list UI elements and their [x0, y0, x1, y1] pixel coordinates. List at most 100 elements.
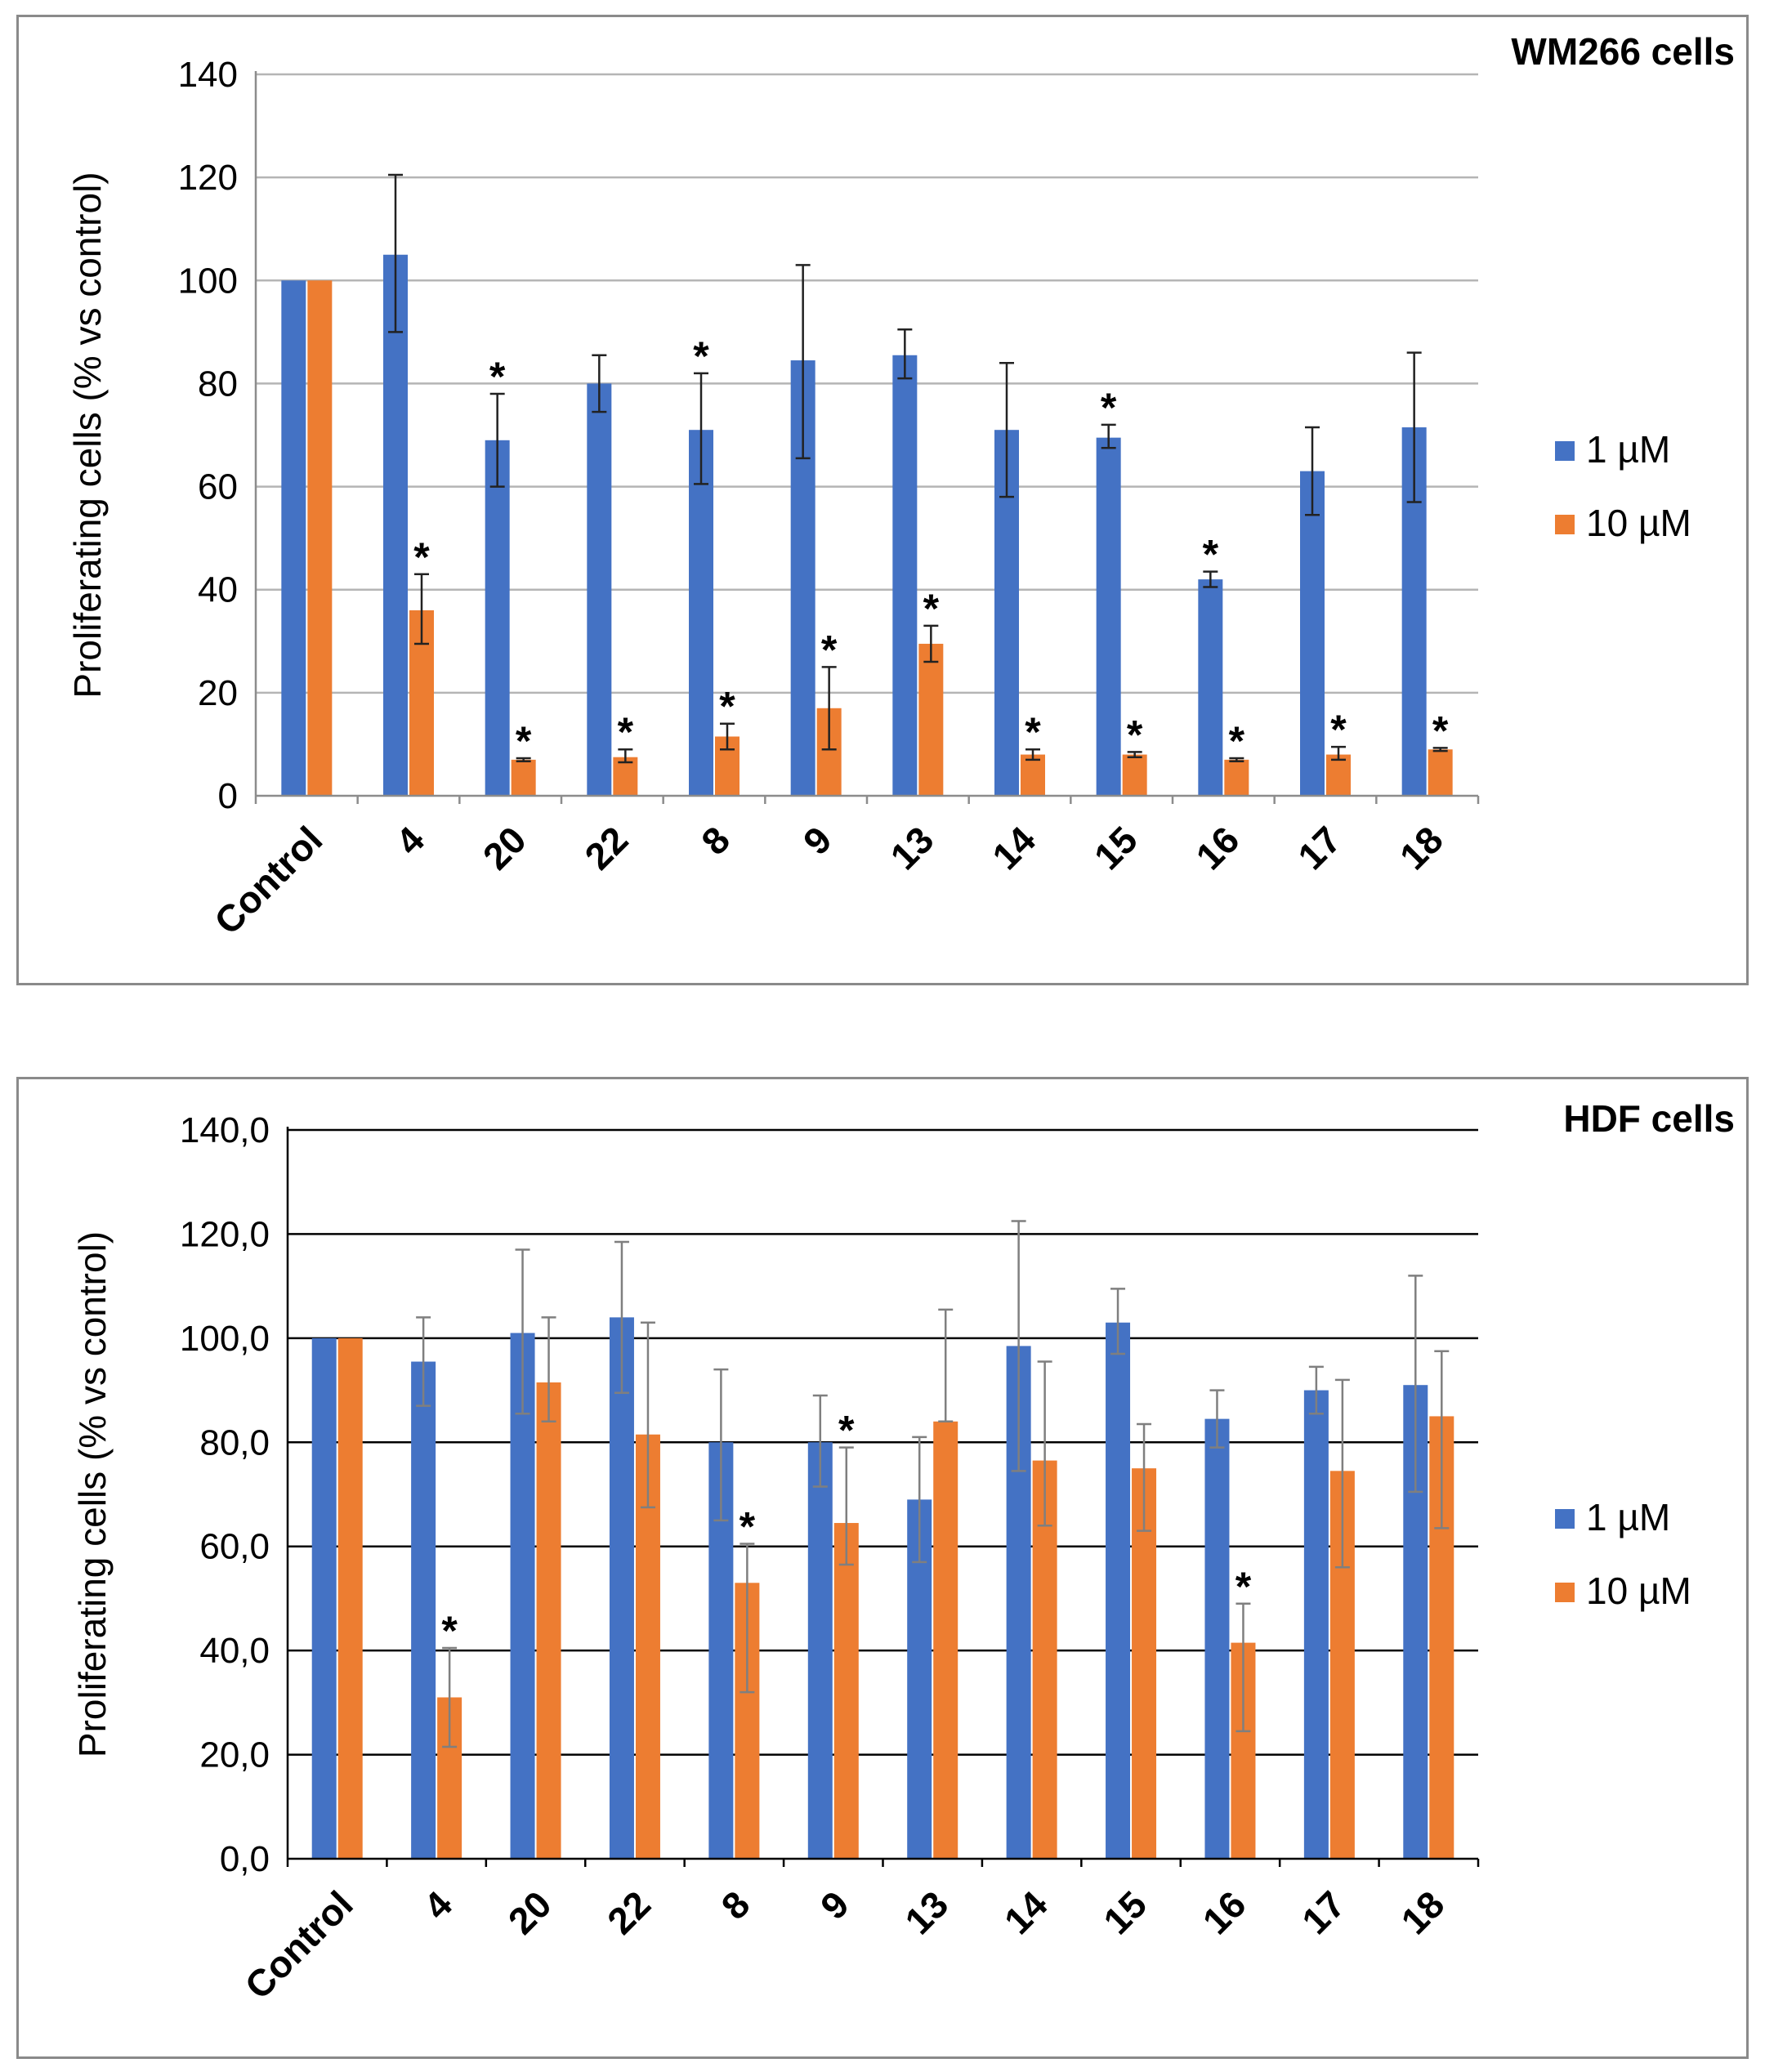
hdf-bar-10um-9 [833, 1523, 859, 1859]
hdf-y-tick-label: 120,0 [180, 1214, 270, 1254]
wm266-x-category-label: 16 [1187, 818, 1247, 877]
hdf-significance-marker: * [1236, 1564, 1252, 1610]
wm266-significance-marker: * [821, 627, 838, 672]
wm266-bar-10um-22 [613, 757, 638, 796]
hdf-x-category-label: 4 [415, 1882, 460, 1927]
hdf-legend-swatch-10um [1555, 1583, 1575, 1602]
wm266-legend-label-10um: 10 µM [1586, 502, 1691, 544]
wm266-significance-marker: * [1432, 708, 1449, 753]
wm266-significance-marker: * [1127, 712, 1143, 757]
wm266-significance-marker: * [1330, 707, 1347, 752]
wm266-bar-1um-13 [892, 355, 918, 797]
hdf-y-tick-label: 100,0 [180, 1319, 270, 1359]
hdf-y-tick-label: 20,0 [199, 1735, 270, 1775]
hdf-legend-swatch-1um [1555, 1509, 1575, 1529]
hdf-y-tick-label: 80,0 [199, 1422, 270, 1462]
wm266-x-category-label: 15 [1086, 818, 1146, 877]
wm266-bar-10um-20 [511, 759, 536, 796]
wm266-significance-marker: * [516, 718, 532, 764]
wm266-chart-title: WM266 cells [1511, 30, 1735, 73]
hdf-x-category-label: 22 [599, 1882, 659, 1942]
hdf-legend-label-10um: 10 µM [1586, 1570, 1691, 1612]
wm266-legend-label-1um: 1 µM [1586, 428, 1670, 471]
wm266-y-tick-label: 40 [198, 570, 238, 610]
wm266-x-category-label: 13 [882, 818, 941, 877]
wm266-significance-marker: * [413, 534, 430, 580]
wm266-bar-10um-17 [1326, 754, 1351, 796]
wm266-chart-panel: WM266 cells 0 20 40 60 80 100 120 140 Proliferati… [16, 15, 1749, 985]
hdf-y-tick-label: 60,0 [199, 1527, 270, 1567]
hdf-bar-1um-control [311, 1337, 337, 1859]
wm266-bar-1um-17 [1300, 471, 1325, 796]
wm266-x-category-label: 18 [1392, 818, 1451, 877]
hdf-bar-10um-15 [1132, 1468, 1157, 1859]
hdf-bar-1um-9 [807, 1442, 833, 1859]
wm266-y-tick-label: 120 [178, 158, 238, 198]
wm266-x-category-label: 17 [1289, 818, 1349, 877]
hdf-x-category-label: 14 [996, 1882, 1056, 1942]
hdf-chart: HDF cells 0,0 20,0 40,0 60,0 80,0 100,0 120,0 14… [71, 1097, 1735, 2007]
hdf-bar-1um-4 [411, 1361, 436, 1859]
wm266-bar-10um-18 [1428, 749, 1453, 796]
hdf-bar-1um-22 [609, 1317, 634, 1859]
wm266-x-category-label: 9 [795, 818, 840, 863]
hdf-bar-1um-16 [1204, 1418, 1230, 1859]
wm266-x-category-label: 14 [984, 818, 1043, 877]
hdf-bar-1um-17 [1303, 1390, 1329, 1859]
wm266-bar-1um-16 [1198, 579, 1223, 796]
hdf-significance-marker: * [740, 1504, 756, 1550]
wm266-significance-marker: * [1203, 532, 1219, 578]
hdf-y-axis-title: Proliferating cells (% vs control) [71, 1231, 114, 1757]
wm266-y-tick-label: 0 [218, 776, 238, 816]
hdf-y-tick-label: 40,0 [199, 1631, 270, 1671]
hdf-bar-1um-15 [1106, 1322, 1131, 1859]
wm266-bar-1um-control [281, 280, 306, 796]
wm266-bar-1um-8 [689, 430, 713, 796]
hdf-chart-panel: HDF cells 0,0 20,0 40,0 60,0 80,0 100,0 120,0 14… [16, 1077, 1749, 2059]
wm266-significance-marker: * [719, 684, 735, 730]
wm266-significance-marker: * [489, 354, 506, 400]
wm266-x-category-label: Control [206, 818, 330, 942]
wm266-y-tick-label: 20 [198, 673, 238, 713]
hdf-x-category-label: 13 [896, 1882, 956, 1942]
wm266-x-category-label: 20 [475, 818, 534, 877]
hdf-bar-10um-control [337, 1337, 363, 1859]
wm266-bar-10um-15 [1122, 754, 1147, 796]
wm266-y-tick-label: 140 [178, 55, 238, 95]
hdf-y-tick-label: 140,0 [180, 1110, 270, 1150]
wm266-chart: WM266 cells 0 20 40 60 80 100 120 140 Proliferati… [66, 30, 1735, 943]
wm266-significance-marker: * [693, 333, 709, 379]
hdf-y-tick-label: 0,0 [220, 1839, 270, 1879]
wm266-bar-10um-control [307, 280, 333, 796]
hdf-legend-label-1um: 1 µM [1586, 1496, 1670, 1538]
wm266-bar-1um-22 [587, 383, 612, 796]
wm266-y-axis-title: Proliferating cells (% vs control) [66, 172, 109, 698]
wm266-legend-swatch-10um [1555, 515, 1575, 534]
wm266-y-tick-label: 100 [178, 261, 238, 301]
wm266-significance-marker: * [1229, 718, 1245, 764]
wm266-x-category-label: 4 [387, 818, 432, 863]
hdf-x-category-label: 8 [713, 1882, 758, 1927]
wm266-bar-10um-16 [1224, 759, 1249, 796]
hdf-bar-10um-20 [536, 1382, 561, 1859]
wm266-significance-marker: * [1101, 385, 1117, 431]
hdf-bar-10um-14 [1032, 1460, 1057, 1859]
hdf-significance-marker: * [441, 1608, 458, 1654]
wm266-significance-marker: * [618, 709, 634, 755]
hdf-x-category-label: Control [236, 1882, 360, 2007]
hdf-x-category-label: 18 [1392, 1882, 1452, 1942]
wm266-significance-marker: * [1025, 709, 1041, 755]
wm266-y-tick-label: 80 [198, 364, 238, 404]
hdf-bar-1um-20 [510, 1333, 535, 1859]
hdf-chart-title: HDF cells [1563, 1097, 1735, 1140]
hdf-significance-marker: * [838, 1408, 855, 1454]
hdf-x-category-label: 16 [1195, 1882, 1254, 1942]
wm266-bar-10um-14 [1021, 754, 1045, 796]
hdf-x-category-label: 9 [812, 1882, 857, 1927]
hdf-x-category-label: 15 [1095, 1882, 1155, 1942]
hdf-x-category-label: 17 [1294, 1882, 1353, 1942]
hdf-bar-10um-13 [933, 1421, 958, 1859]
wm266-bar-1um-20 [485, 440, 510, 796]
wm266-legend-swatch-1um [1555, 441, 1575, 461]
wm266-y-tick-label: 60 [198, 467, 238, 507]
